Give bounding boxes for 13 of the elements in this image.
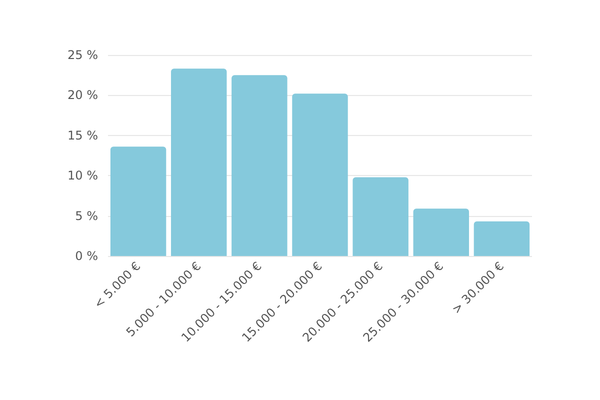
bar [292, 94, 348, 256]
bar [110, 146, 166, 256]
y-tick-label: 25 % [68, 48, 98, 62]
bar [352, 177, 408, 256]
bar [170, 68, 227, 256]
y-tick-label: 10 % [68, 168, 98, 183]
y-tick-label: 15 % [68, 128, 98, 142]
bar [232, 75, 288, 256]
bar [474, 221, 530, 256]
y-tick-label: 0 % [75, 249, 98, 263]
y-tick-label: 20 % [68, 88, 98, 102]
y-tick-label: 5 % [75, 208, 98, 223]
bar [413, 208, 470, 256]
